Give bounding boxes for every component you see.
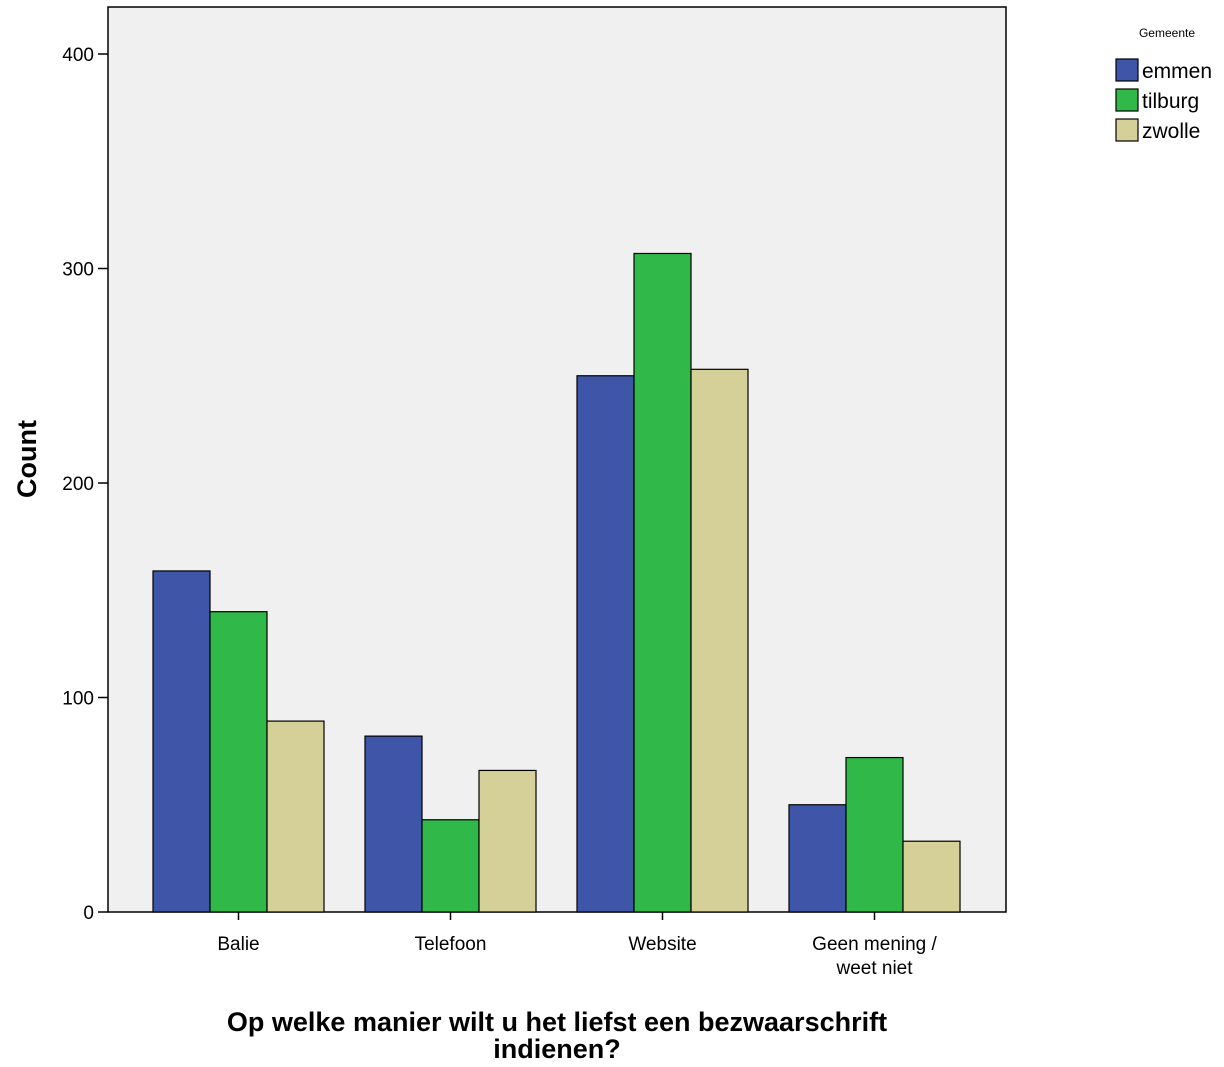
bar-tilburg-3 — [845, 756, 904, 913]
bar-emmen-0 — [152, 570, 211, 913]
bar-zwolle-3 — [902, 840, 961, 913]
y-axis-label: Count — [12, 420, 42, 498]
legend-label-zwolle: zwolle — [1142, 120, 1200, 143]
bar-tilburg-1 — [421, 819, 480, 913]
bars-group — [152, 252, 961, 913]
x-tick-label: Balie — [217, 934, 259, 955]
y-tick-label: 300 — [62, 260, 94, 281]
legend-label-tilburg: tilburg — [1142, 90, 1199, 113]
legend-title: Gemeente — [1139, 26, 1195, 40]
bar-emmen-1 — [364, 735, 423, 913]
bar-zwolle-1 — [478, 769, 537, 913]
bar-zwolle-2 — [690, 368, 749, 913]
legend-swatch-emmen — [1115, 58, 1139, 82]
legend: Gemeente emmen tilburg zwolle — [1115, 26, 1212, 143]
legend-swatch-zwolle — [1115, 118, 1139, 142]
bar-emmen-3 — [788, 804, 847, 913]
y-tick-label: 200 — [62, 474, 94, 495]
y-axis: 0 100 200 300 400 — [62, 45, 108, 924]
x-tick-label: Website — [628, 934, 696, 955]
bar-tilburg-0 — [209, 611, 268, 913]
bar-zwolle-0 — [266, 720, 325, 913]
x-axis-label: Op welke manier wilt u het liefst een be… — [227, 1007, 887, 1064]
legend-swatch-tilburg — [1115, 88, 1139, 112]
y-tick-label: 400 — [62, 45, 94, 66]
x-tick-label: Geen mening / weet niet — [812, 934, 937, 979]
bar-tilburg-2 — [633, 252, 692, 913]
x-axis: Balie Telefoon Website Geen mening / weet ni… — [217, 912, 938, 979]
bar-emmen-2 — [576, 375, 635, 913]
x-tick-label: Telefoon — [415, 934, 487, 955]
legend-label-emmen: emmen — [1142, 60, 1212, 83]
y-tick-label: 0 — [83, 903, 94, 924]
y-tick-label: 100 — [62, 689, 94, 710]
